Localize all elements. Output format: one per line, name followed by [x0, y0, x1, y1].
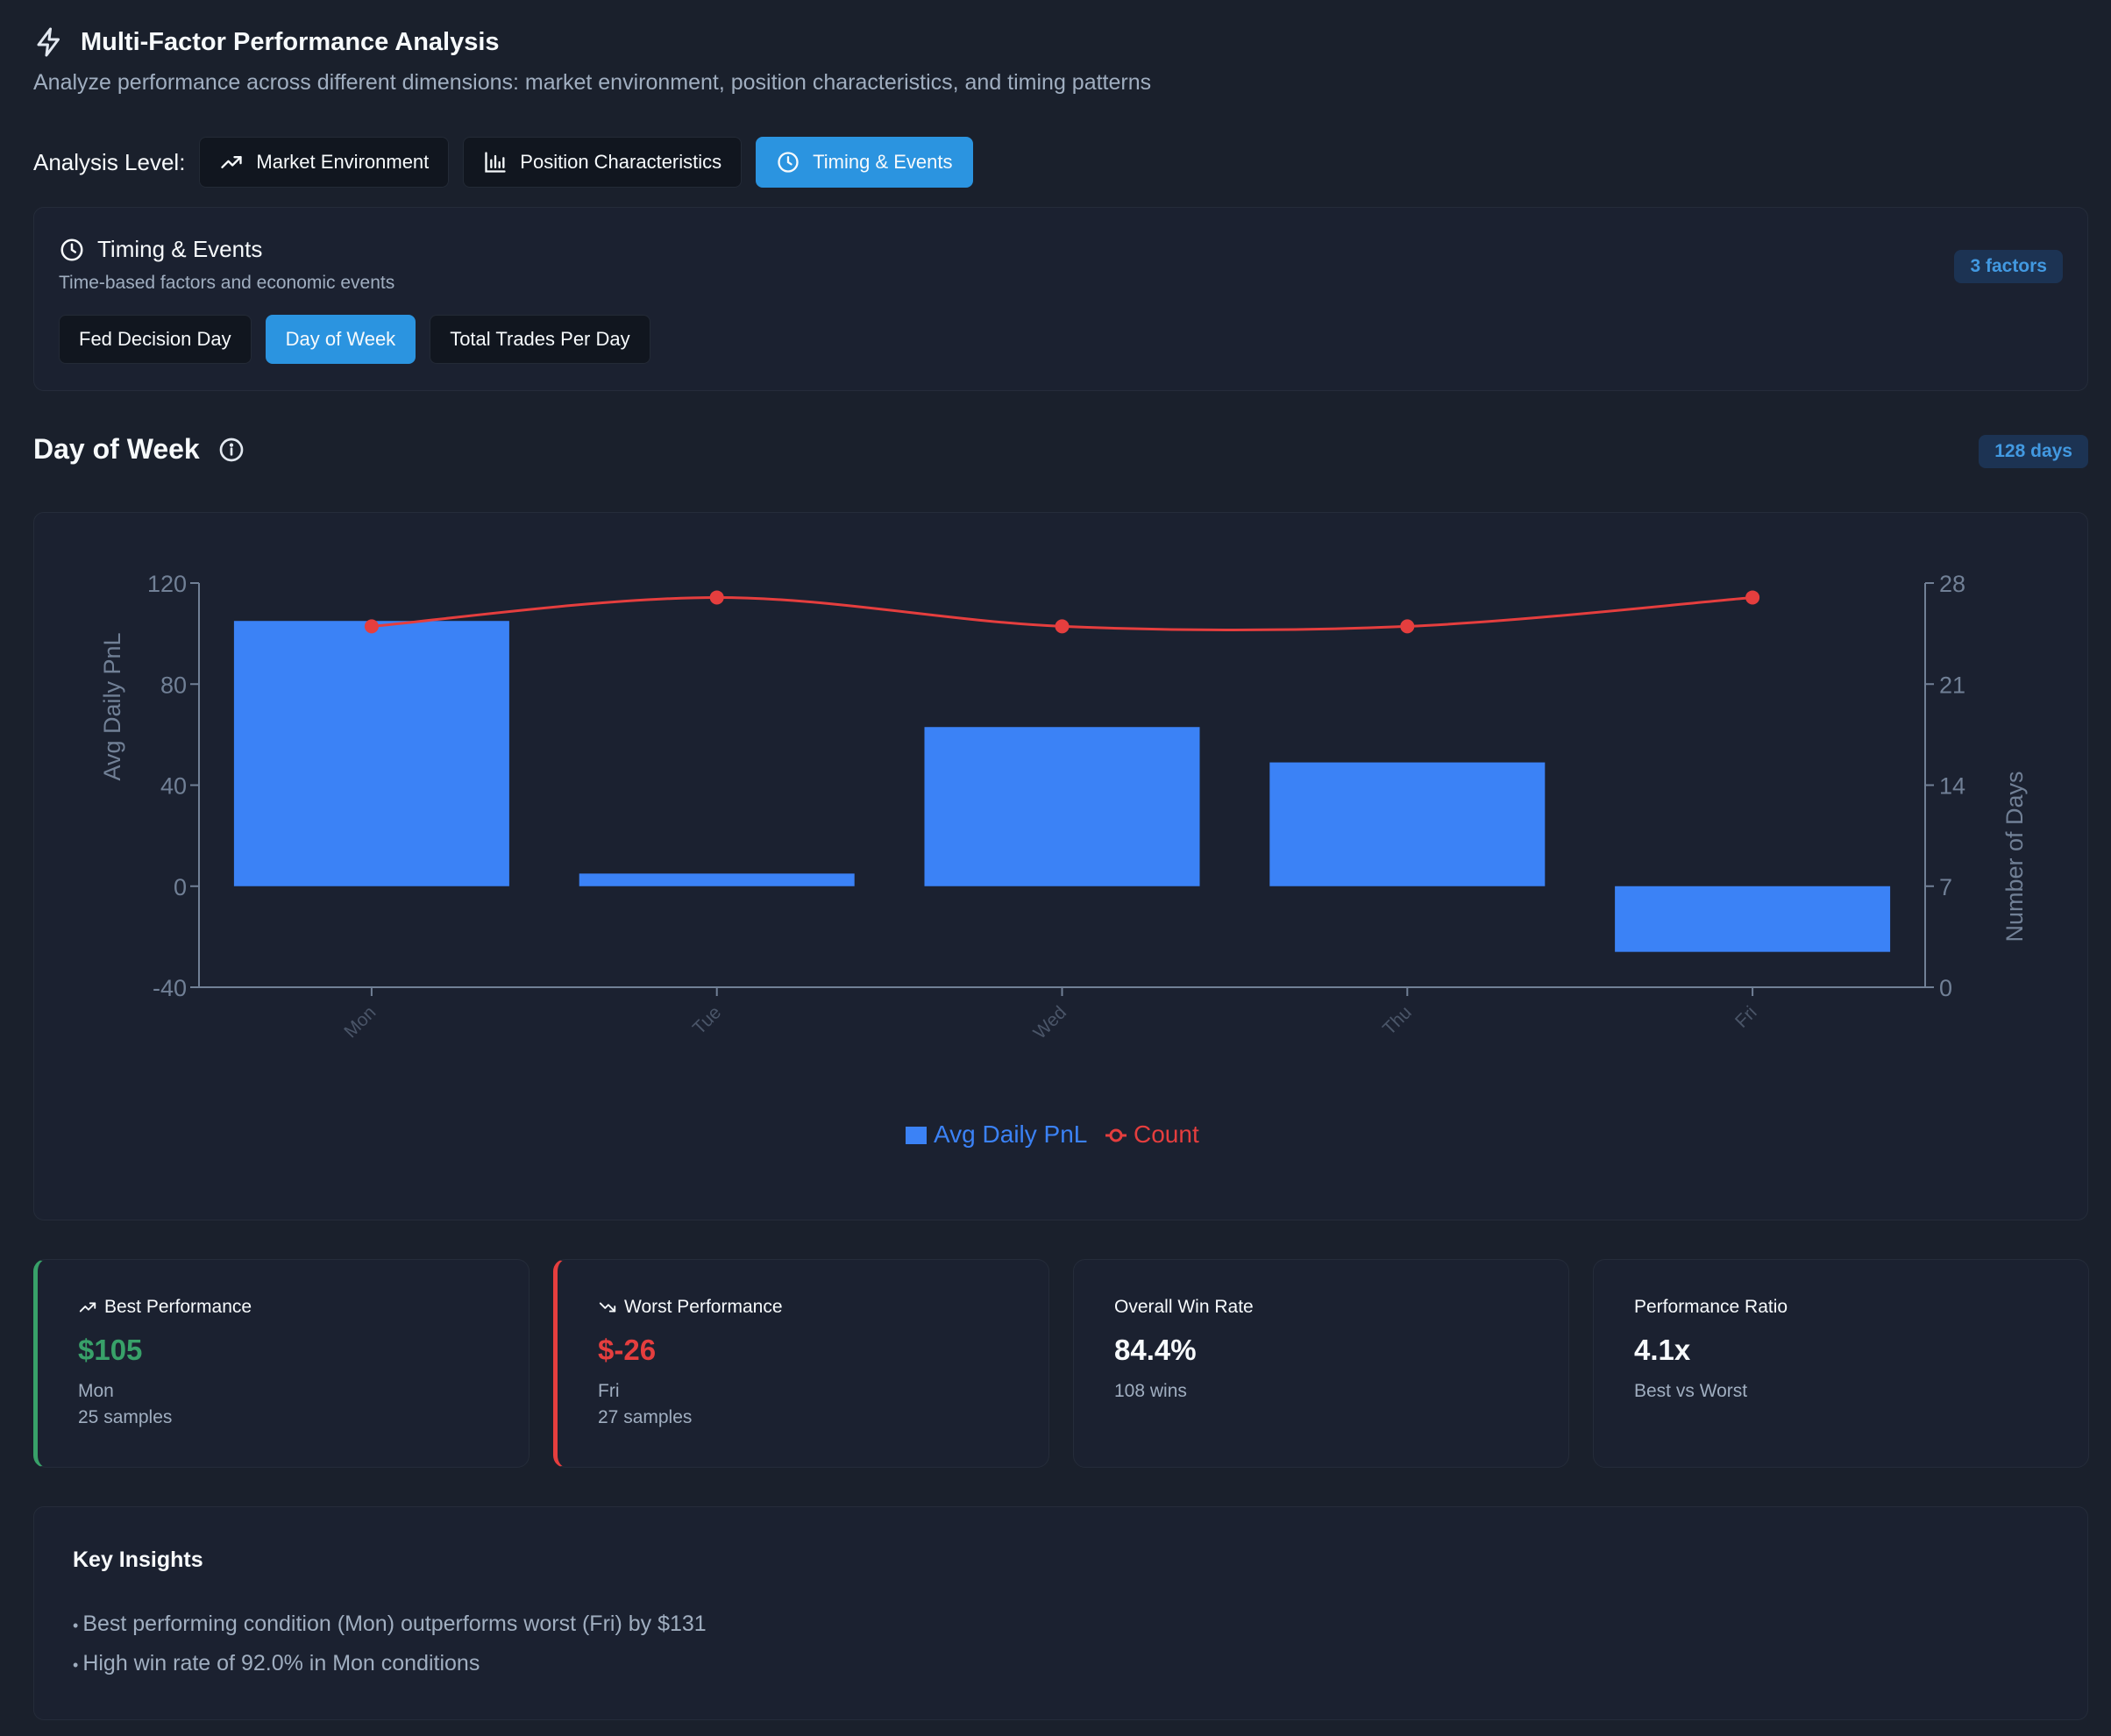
key-insights-card: Key Insights Best performing condition (… — [33, 1506, 2088, 1720]
chart-section-header: Day of Week — [33, 433, 245, 466]
worst-performance-label: Worst Performance — [624, 1297, 783, 1317]
bar-chart-icon — [485, 152, 506, 173]
y2-tick-label: 21 — [1939, 672, 1965, 698]
x-tick-label: Tue — [689, 1002, 725, 1038]
chart-bar — [924, 727, 1200, 886]
chart-section-title: Day of Week — [33, 433, 200, 465]
best-performance-condition: Mon — [78, 1381, 114, 1401]
chart-bar — [233, 621, 509, 886]
y-axis-title: Avg Daily PnL — [99, 632, 125, 780]
level-timing-events-button[interactable]: Timing & Events — [756, 137, 973, 188]
y-tick-label: 80 — [160, 672, 187, 698]
win-rate-label: Overall Win Rate — [1114, 1297, 1254, 1317]
lightning-icon — [37, 27, 60, 57]
count-point — [709, 590, 724, 605]
clock-icon — [778, 152, 799, 173]
chart-card: 120 80 40 0 -40 28 21 14 7 0 Mon Tue Wed Thu Fri Avg Da… — [33, 512, 2088, 1220]
x-tick-label: Wed — [1029, 1002, 1070, 1043]
legend-swatch-avg-daily-pnl — [906, 1127, 927, 1144]
day-of-week-chart: 120 80 40 0 -40 28 21 14 7 0 Mon Tue Wed Thu Fri Avg Da… — [99, 571, 2028, 1148]
level-market-environment-label: Market Environment — [256, 151, 430, 173]
worst-performance-value: $-26 — [598, 1334, 657, 1366]
y2-tick-label: 7 — [1939, 874, 1952, 900]
key-insights-list: Best performing condition (Mon) outperfo… — [73, 1605, 707, 1684]
best-performance-card: Best Performance $105 Mon 25 samples — [33, 1259, 530, 1468]
factor-group-card: Timing & Events Time-based factors and e… — [33, 207, 2088, 391]
win-rate-value: 84.4% — [1114, 1334, 1197, 1366]
factor-day-of-week-button[interactable]: Day of Week — [265, 315, 416, 364]
page-title: Multi-Factor Performance Analysis — [81, 27, 500, 56]
worst-performance-samples: 27 samples — [598, 1407, 693, 1427]
best-performance-label-row: Best Performance — [78, 1297, 252, 1318]
y-tick-label: 0 — [174, 874, 187, 900]
worst-performance-card: Worst Performance $-26 Fri 27 samples — [553, 1259, 1049, 1468]
factor-total-trades-per-day-button[interactable]: Total Trades Per Day — [430, 315, 650, 364]
best-performance-samples: 25 samples — [78, 1407, 173, 1427]
win-rate-card: Overall Win Rate 84.4% 108 wins — [1073, 1259, 1569, 1468]
y-tick-label: 40 — [160, 773, 187, 800]
chart-bar — [1269, 762, 1546, 886]
level-timing-events-label: Timing & Events — [813, 151, 953, 173]
worst-performance-label-row: Worst Performance — [598, 1297, 783, 1318]
count-point — [364, 619, 379, 634]
insight-item: Best performing condition (Mon) outperfo… — [73, 1605, 706, 1645]
trending-up-icon — [221, 156, 243, 168]
y-tick-label: 120 — [147, 571, 187, 597]
win-rate-wins: 108 wins — [1114, 1381, 1187, 1401]
x-tick-label: Mon — [340, 1002, 380, 1042]
trending-down-icon — [599, 1302, 616, 1313]
day-count-badge: 128 days — [1979, 435, 2088, 468]
count-point — [1745, 590, 1760, 605]
legend-label-avg-daily-pnl: Avg Daily PnL — [934, 1121, 1087, 1148]
performance-ratio-value: 4.1x — [1634, 1334, 1691, 1366]
count-point — [1400, 619, 1415, 634]
info-icon[interactable] — [217, 436, 245, 464]
worst-performance-condition: Fri — [598, 1381, 620, 1401]
performance-ratio-description: Best vs Worst — [1634, 1381, 1748, 1401]
factor-group-header: Timing & Events — [59, 236, 262, 263]
factor-group-title: Timing & Events — [97, 236, 263, 262]
chart-bar — [579, 873, 855, 886]
trending-up-icon — [79, 1302, 96, 1313]
best-performance-label: Best Performance — [104, 1297, 252, 1317]
insight-item: High win rate of 92.0% in Mon conditions — [73, 1645, 707, 1684]
x-tick-label: Fri — [1731, 1002, 1761, 1032]
y2-tick-label: 28 — [1939, 571, 1965, 597]
performance-ratio-card: Performance Ratio 4.1x Best vs Worst — [1593, 1259, 2089, 1468]
factor-selector: Fed Decision Day Day of Week Total Trade… — [59, 315, 650, 364]
count-point — [1055, 619, 1070, 634]
legend-swatch-count-dot — [1109, 1128, 1123, 1142]
key-insights-title: Key Insights — [73, 1547, 203, 1572]
y2-axis-title: Number of Days — [2001, 771, 2028, 942]
level-position-characteristics-label: Position Characteristics — [520, 151, 722, 173]
performance-ratio-label: Performance Ratio — [1634, 1297, 1788, 1317]
best-performance-value: $105 — [78, 1334, 143, 1366]
analysis-level-label: Analysis Level: — [33, 148, 186, 175]
x-tick-label: Thu — [1379, 1002, 1416, 1039]
y2-tick-label: 0 — [1939, 975, 1952, 1001]
factor-fed-decision-day-button[interactable]: Fed Decision Day — [59, 315, 252, 364]
factor-group-description: Time-based factors and economic events — [59, 273, 395, 293]
factor-count-badge: 3 factors — [1954, 250, 2063, 283]
page-header: Multi-Factor Performance Analysis — [33, 26, 500, 58]
y2-tick-label: 14 — [1939, 773, 1965, 800]
chart-bar — [1615, 886, 1891, 952]
page-subtitle: Analyze performance across different dim… — [33, 70, 1152, 95]
y-tick-label: -40 — [153, 975, 187, 1001]
clock-icon — [60, 238, 83, 260]
level-market-environment-button[interactable]: Market Environment — [199, 137, 450, 188]
level-position-characteristics-button[interactable]: Position Characteristics — [463, 137, 743, 188]
legend-label-count: Count — [1134, 1121, 1199, 1148]
analysis-level-selector: Analysis Level: Market Environment Posit… — [33, 137, 973, 188]
